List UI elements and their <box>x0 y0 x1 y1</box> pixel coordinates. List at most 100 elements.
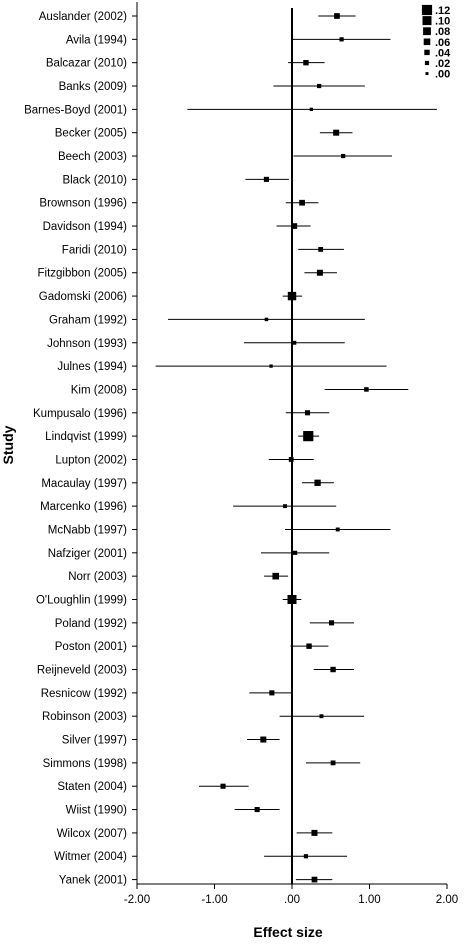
study-label: Norr (2003) <box>68 571 127 583</box>
study-row: Reijneveld (2003) <box>37 665 354 677</box>
study-label: Wiist (1990) <box>66 805 128 817</box>
study-row: Wilcox (2007) <box>57 828 333 840</box>
study-row: Faridi (2010) <box>62 244 344 256</box>
effect-marker <box>272 572 280 580</box>
legend-marker <box>424 49 430 56</box>
study-label: Balcazar (2010) <box>46 58 127 70</box>
study-label: Julnes (1994) <box>57 361 127 373</box>
study-row: Marcenko (1996) <box>40 501 337 513</box>
study-label: Reijneveld (2003) <box>37 665 127 677</box>
study-label: Barnes-Boyd (2001) <box>24 104 127 116</box>
study-label: Avila (1994) <box>66 34 127 46</box>
effect-marker <box>293 550 298 555</box>
effect-marker <box>263 176 269 182</box>
study-row: Witmer (2004) <box>54 851 348 863</box>
x-tick-label: -2.00 <box>124 894 150 906</box>
legend-label: .12 <box>435 5 450 17</box>
legend-marker <box>424 60 430 66</box>
study-row: Barnes-Boyd (2001) <box>24 104 437 116</box>
legend: .12.10.08.06.04.02.00 <box>421 4 451 81</box>
study-label: Simmons (1998) <box>43 758 128 770</box>
legend-label: .08 <box>435 26 450 38</box>
study-label: Davidson (1994) <box>43 221 128 233</box>
study-label: Poland (1992) <box>55 618 127 630</box>
study-row: Simmons (1998) <box>43 758 361 770</box>
study-row: Lindqvist (1999) <box>45 431 320 443</box>
study-label: Yanek (2001) <box>59 875 127 887</box>
legend-label: .06 <box>435 37 450 49</box>
study-row: Resnicow (1992) <box>41 688 293 700</box>
legend-marker <box>423 27 431 36</box>
study-label: McNabb (1997) <box>48 524 127 536</box>
effect-marker <box>304 410 311 416</box>
study-row: Auslander (2002) <box>39 11 356 23</box>
effect-marker <box>283 504 287 509</box>
study-label: Poston (2001) <box>55 641 127 653</box>
effect-marker <box>264 317 269 322</box>
study-label: Becker (2005) <box>55 128 127 140</box>
study-label: Witmer (2004) <box>54 851 127 863</box>
study-row: Silver (1997) <box>62 735 280 747</box>
x-tick-label: -1.00 <box>201 894 227 906</box>
study-label: Johnson (1993) <box>47 338 127 350</box>
effect-marker <box>330 760 336 766</box>
study-row: O'Loughlin (1999) <box>36 595 302 607</box>
study-row: Nafziger (2001) <box>48 548 330 560</box>
effect-marker <box>303 854 309 859</box>
study-row: Julnes (1994) <box>57 361 387 373</box>
study-label: Auslander (2002) <box>39 11 127 23</box>
effect-marker <box>303 59 309 66</box>
study-label: Lindqvist (1999) <box>45 431 127 443</box>
study-row: Banks (2009) <box>59 81 365 93</box>
study-row: Graham (1992) <box>49 314 365 326</box>
study-row: Poland (1992) <box>55 618 354 630</box>
study-label: Macaulay (1997) <box>41 478 127 490</box>
effect-marker <box>333 129 340 136</box>
study-label: Beech (2003) <box>58 151 127 163</box>
effect-marker <box>318 247 324 252</box>
legend-label: .04 <box>435 47 451 59</box>
legend-marker <box>421 4 433 16</box>
study-row: Avila (1994) <box>66 34 391 46</box>
effect-marker <box>260 736 267 743</box>
x-tick-label: 1.00 <box>358 894 380 906</box>
study-label: Gadomski (2006) <box>39 291 127 303</box>
study-row: Yanek (2001) <box>59 875 333 887</box>
study-label: Lupton (2002) <box>55 454 127 466</box>
study-row: Wiist (1990) <box>66 805 280 817</box>
effect-marker <box>311 829 318 836</box>
study-label: Kim (2008) <box>71 384 127 396</box>
effect-marker <box>330 666 336 673</box>
study-row: Balcazar (2010) <box>46 58 325 70</box>
study-label: Banks (2009) <box>59 81 128 93</box>
study-row: Fitzgibbon (2005) <box>38 268 337 280</box>
legend-marker <box>422 16 432 26</box>
study-row: Black (2010) <box>62 174 289 186</box>
study-label: Nafziger (2001) <box>48 548 127 560</box>
effect-marker <box>316 269 323 276</box>
study-rows: Auslander (2002) Avila (1994) Balcazar (20… <box>24 11 437 887</box>
effect-marker <box>339 37 344 42</box>
study-row: Robinson (2003) <box>42 711 365 723</box>
study-row: Johnson (1993) <box>47 338 345 350</box>
legend-label: .10 <box>435 16 450 28</box>
study-row: Kumpusalo (1996) <box>33 408 330 420</box>
effect-marker <box>314 479 321 486</box>
study-row: Davidson (1994) <box>43 221 311 233</box>
study-row: Poston (2001) <box>55 641 329 653</box>
effect-marker <box>220 783 226 789</box>
study-label: Black (2010) <box>62 174 127 186</box>
study-row: Brownson (1996) <box>39 198 319 210</box>
effect-marker <box>341 153 346 159</box>
study-row: Becker (2005) <box>55 128 353 140</box>
effect-marker <box>299 199 305 206</box>
study-row: Beech (2003) <box>58 151 392 163</box>
x-tick-label: .00 <box>284 894 300 906</box>
study-row: Gadomski (2006) <box>39 291 303 303</box>
effect-marker <box>306 643 312 649</box>
effect-marker <box>309 107 314 112</box>
legend-marker <box>425 72 429 76</box>
effect-marker <box>254 807 260 813</box>
study-label: Resnicow (1992) <box>41 688 127 700</box>
